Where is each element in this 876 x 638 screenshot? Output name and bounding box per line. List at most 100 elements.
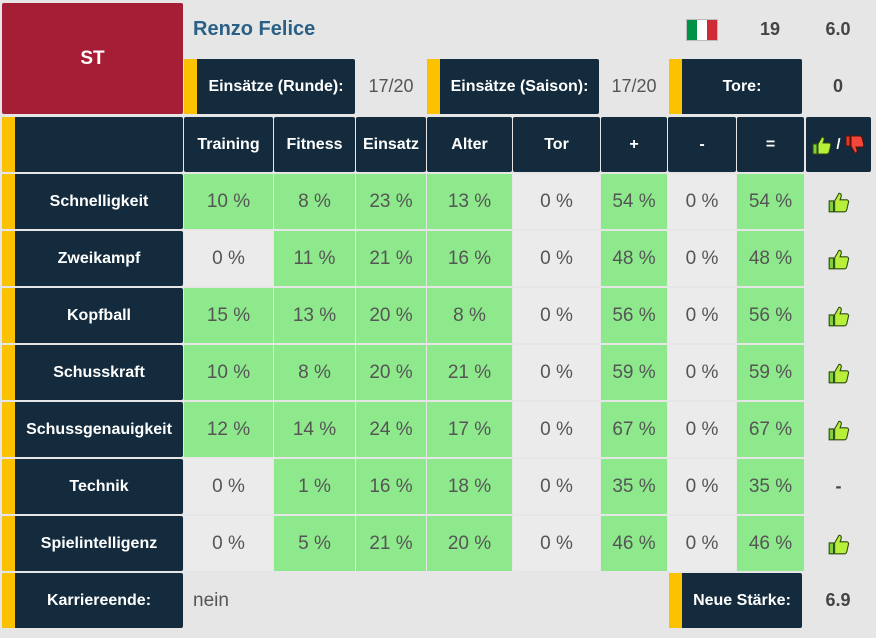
table-cell: 67 % (601, 402, 667, 457)
table-cell: 0 % (513, 516, 600, 571)
table-cell: 0 % (513, 345, 600, 400)
table-corner-header (2, 117, 183, 172)
table-cell: 20 % (356, 345, 426, 400)
verdict-separator: / (836, 136, 841, 153)
thumbs-up-icon (806, 231, 871, 286)
column-header: Fitness (274, 117, 355, 172)
table-cell: 46 % (737, 516, 804, 571)
column-header: Einsatz (356, 117, 426, 172)
table-cell: 0 % (668, 402, 736, 457)
table-cell: 35 % (601, 459, 667, 514)
table-cell: 12 % (184, 402, 273, 457)
column-header: = (737, 117, 804, 172)
table-cell: 5 % (274, 516, 355, 571)
thumbs-up-icon (806, 345, 871, 400)
table-cell: 0 % (668, 516, 736, 571)
table-cell: 35 % (737, 459, 804, 514)
player-rating: 6.0 (825, 18, 851, 39)
table-cell: 21 % (356, 516, 426, 571)
column-header: - (668, 117, 736, 172)
table-cell: 20 % (427, 516, 512, 571)
player-name[interactable]: Renzo Felice (193, 17, 316, 40)
table-cell: 16 % (427, 231, 512, 286)
table-cell: 0 % (184, 516, 273, 571)
season-appearances-value: 17/20 (611, 76, 657, 96)
table-cell: 15 % (184, 288, 273, 343)
table-cell: 0 % (668, 459, 736, 514)
table-cell: 0 % (513, 231, 600, 286)
row-label: Technik (2, 459, 183, 514)
table-cell: 46 % (601, 516, 667, 571)
row-label: Zweikampf (2, 231, 183, 286)
row-label: Schussgenauigkeit (2, 402, 183, 457)
table-cell: 17 % (427, 402, 512, 457)
goals-label: Tore: (669, 59, 802, 114)
table-cell: 20 % (356, 288, 426, 343)
thumbs-down-icon (844, 135, 866, 155)
season-appearances-label: Einsätze (Saison): (427, 59, 599, 114)
table-cell: 13 % (274, 288, 355, 343)
table-cell: 24 % (356, 402, 426, 457)
verdict-header: / (806, 117, 871, 172)
table-cell: 21 % (427, 345, 512, 400)
new-strength-value: 6.9 (825, 590, 851, 610)
new-strength-label-text: Neue Stärke: (693, 591, 791, 609)
round-appearances-label: Einsätze (Runde): (184, 59, 355, 114)
table-cell: 0 % (513, 174, 600, 229)
career-end-label-text: Karriereende: (46, 591, 152, 609)
table-cell: 0 % (184, 459, 273, 514)
round-appearances-value: 17/20 (368, 76, 414, 96)
season-appearances-label-text: Einsätze (Saison): (450, 77, 589, 95)
table-cell: 56 % (737, 288, 804, 343)
table-cell: 8 % (274, 174, 355, 229)
goals-label-text: Tore: (722, 77, 762, 95)
table-cell: 18 % (427, 459, 512, 514)
player-age: 19 (759, 18, 781, 39)
table-cell: 10 % (184, 174, 273, 229)
goals-value: 0 (832, 76, 843, 96)
thumbs-up-icon (806, 174, 871, 229)
column-header: Alter (427, 117, 512, 172)
thumbs-up-icon (811, 135, 833, 155)
table-cell: 0 % (184, 231, 273, 286)
table-cell: 0 % (513, 402, 600, 457)
row-label: Spielintelligenz (2, 516, 183, 571)
position-text: ST (80, 47, 105, 69)
table-cell: 0 % (668, 288, 736, 343)
table-cell: 1 % (274, 459, 355, 514)
table-cell: 23 % (356, 174, 426, 229)
table-cell: 0 % (513, 459, 600, 514)
italy-flag-icon (686, 19, 718, 41)
table-cell: 14 % (274, 402, 355, 457)
table-cell: 59 % (737, 345, 804, 400)
thumbs-up-icon (806, 288, 871, 343)
column-header: Tor (513, 117, 600, 172)
table-cell: 8 % (274, 345, 355, 400)
table-cell: 56 % (601, 288, 667, 343)
row-label: Schusskraft (2, 345, 183, 400)
row-label: Kopfball (2, 288, 183, 343)
table-cell: 59 % (601, 345, 667, 400)
table-cell: 67 % (737, 402, 804, 457)
table-cell: 0 % (668, 174, 736, 229)
table-cell: 54 % (737, 174, 804, 229)
table-cell: 0 % (668, 231, 736, 286)
table-cell: 0 % (668, 345, 736, 400)
table-cell: 13 % (427, 174, 512, 229)
column-header: Training (184, 117, 273, 172)
column-header: + (601, 117, 667, 172)
table-cell: 0 % (513, 288, 600, 343)
career-end-label: Karriereende: (2, 573, 183, 628)
career-end-value: nein (193, 589, 229, 611)
table-cell: 54 % (601, 174, 667, 229)
row-label: Schnelligkeit (2, 174, 183, 229)
table-cell: 11 % (274, 231, 355, 286)
table-cell: 48 % (737, 231, 804, 286)
table-cell: 16 % (356, 459, 426, 514)
round-appearances-label-text: Einsätze (Runde): (208, 77, 344, 95)
new-strength-label: Neue Stärke: (669, 573, 802, 628)
table-cell: 10 % (184, 345, 273, 400)
table-cell: 21 % (356, 231, 426, 286)
thumbs-up-icon (806, 402, 871, 457)
table-cell: 8 % (427, 288, 512, 343)
